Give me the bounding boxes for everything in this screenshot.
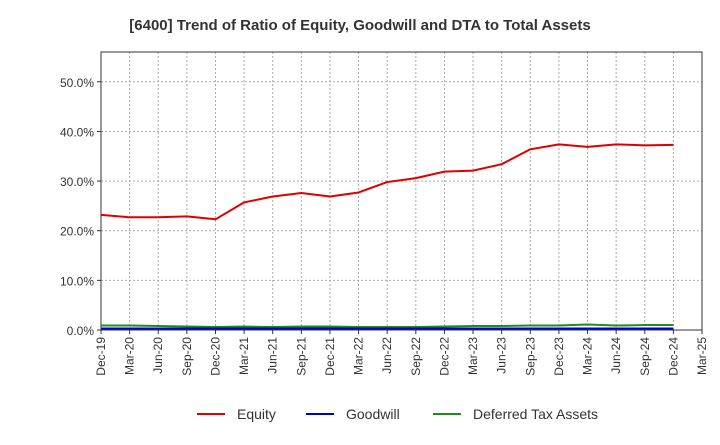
y-tick-label: 10.0% <box>60 274 94 288</box>
x-tick-label: Mar-20 <box>123 337 137 375</box>
grid-layer <box>101 52 702 330</box>
legend-label: Goodwill <box>346 406 400 422</box>
x-tick-label: Mar-25 <box>695 337 709 375</box>
x-tick-label: Jun-22 <box>380 337 394 374</box>
x-tick-label: Sep-23 <box>523 337 537 376</box>
x-tick-label: Mar-24 <box>581 337 595 375</box>
x-tick-label: Sep-20 <box>180 337 194 376</box>
x-tick-label: Jun-24 <box>609 337 623 374</box>
legend-label: Deferred Tax Assets <box>473 406 598 422</box>
y-axis: 0.0% 10.0% 20.0% 30.0% 40.0% 50.0% <box>60 76 101 338</box>
y-tick-label: 20.0% <box>60 225 94 239</box>
series-line-equity <box>100 143 674 221</box>
legend: Equity Goodwill Deferred Tax Assets <box>197 406 598 422</box>
x-tick-label: Jun-21 <box>266 337 280 374</box>
legend-label: Equity <box>237 406 276 422</box>
x-tick-label: Dec-24 <box>666 337 680 376</box>
series-layer <box>100 143 674 330</box>
x-tick-label: Sep-22 <box>409 337 423 376</box>
x-tick-label: Mar-23 <box>466 337 480 375</box>
x-tick-label: Dec-23 <box>552 337 566 376</box>
y-tick-label: 50.0% <box>60 76 94 90</box>
y-tick-label: 30.0% <box>60 175 94 189</box>
chart-title: [6400] Trend of Ratio of Equity, Goodwil… <box>129 17 590 34</box>
x-tick-label: Sep-21 <box>294 337 308 376</box>
x-tick-label: Dec-20 <box>208 337 222 376</box>
y-tick-label: 0.0% <box>67 324 95 338</box>
x-axis: Dec-19 Mar-20 Jun-20 Sep-20 Dec-20 Mar-21 Jun-… <box>94 330 709 376</box>
x-tick-label: Mar-22 <box>352 337 366 375</box>
series-line-deferred-tax-assets <box>101 323 674 329</box>
x-tick-label: Jun-23 <box>495 337 509 374</box>
x-tick-label: Dec-22 <box>437 337 451 376</box>
plot-frame <box>100 51 703 331</box>
y-tick-label: 40.0% <box>60 125 94 139</box>
x-tick-label: Mar-21 <box>237 337 251 375</box>
x-tick-label: Sep-24 <box>638 337 652 376</box>
x-tick-label: Dec-19 <box>94 337 108 376</box>
x-tick-label: Jun-20 <box>151 337 165 374</box>
x-tick-label: Dec-21 <box>323 337 337 376</box>
